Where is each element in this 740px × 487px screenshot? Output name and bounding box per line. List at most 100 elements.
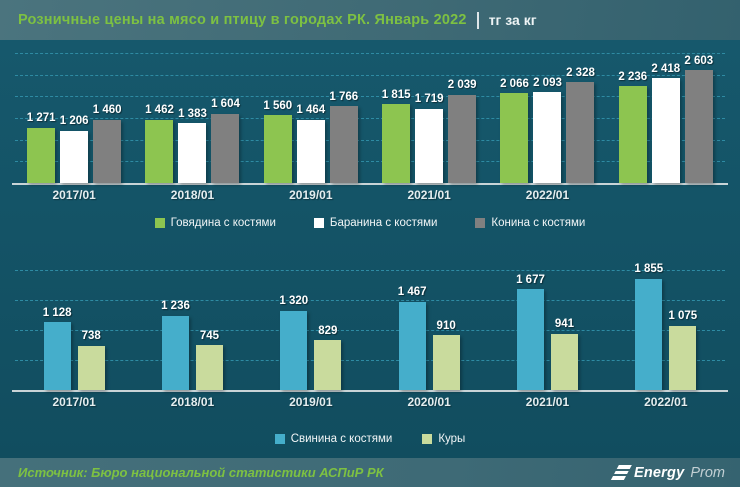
bar-column: 1 383 [178,107,207,183]
bar-column: 2 328 [566,67,595,183]
bar-column: 2 603 [684,54,714,183]
bar-group: 1 320 829 [252,270,370,390]
bar-Куры [550,333,578,390]
gridline [15,96,725,98]
bar-value-label: 1 467 [397,286,427,299]
bar-value-label: 1 383 [178,107,207,120]
legend-item: Свинина с костями [274,433,393,445]
bar-Куры [314,340,342,390]
x-axis-label: 2019/01 [289,188,333,202]
bar-Конина с костями [93,119,122,183]
bar-group: 1 271 1 206 1 460 [15,53,133,183]
x-axis-label [607,188,725,202]
legend-label: Говядина с костями [170,217,276,229]
bar-value-label: 2 603 [684,54,714,67]
bar-group: 2 066 2 093 2 328 [488,53,606,183]
bar-column: 941 [550,318,578,390]
x-axis-label: 2022/01 [644,395,688,409]
x-axis-label: 2018/01 [170,188,215,202]
bar-value-label: 1 604 [211,98,240,110]
bar-value-label: 745 [199,329,220,342]
bar-column: 1 236 [161,300,190,390]
bar-Куры [669,325,697,390]
legend-label: Свинина с костями [290,433,393,445]
bar-Баранина с костями [178,123,207,183]
bar-value-label: 1 855 [634,263,664,276]
bar-Конина с костями [211,113,240,183]
legend-label: Баранина с костями [329,217,438,229]
bar-column: 1 075 [668,310,698,390]
bar-column: 1 462 [145,104,174,183]
x-axis-line-top [12,183,728,185]
energyprom-logo: Energy Prom [611,464,725,481]
legend-swatch-icon [154,218,165,228]
logo-text-light: Prom [690,464,725,481]
bar-column: 1 766 [329,91,358,183]
bar-Конина с костями [684,70,713,183]
bar-column: 745 [195,329,223,390]
bar-value-label: 2 418 [651,62,681,75]
bar-value-label: 1 464 [296,104,326,117]
bar-Говядина с костями [500,93,529,183]
bar-column: 1 460 [92,104,122,183]
bar-Баранина с костями [296,119,325,183]
x-axis-label: 2021/01 [525,395,570,409]
gridline [15,270,725,271]
bar-value-label: 1 075 [668,310,698,322]
bar-group: 1 560 1 464 1 766 [252,53,370,183]
bar-column: 1 855 [634,263,664,390]
bar-Баранина с костями [415,108,444,183]
legend-item: Конина с костями [475,217,585,229]
bar-value-label: 2 039 [447,79,477,92]
legend-top: Говядина с костями Баранина с костями Кони… [0,212,740,234]
bar-column: 2 093 [533,77,562,183]
bar-Куры [432,335,460,390]
source-note: Источник: Бюро национальной статистики А… [18,465,384,480]
bar-column: 1 271 [27,113,56,183]
bar-Говядина с костями [263,115,292,183]
bar-Говядина с костями [27,127,56,183]
bar-group: 1 236 745 [133,270,251,390]
bar-group: 1 815 1 719 2 039 [370,53,488,183]
logo-text-bold: Energy [633,464,685,481]
bar-Свинина с костями [635,278,663,390]
x-axis-label: 2018/01 [170,395,215,409]
bar-column: 1 719 [415,94,444,183]
x-axis-label: 2022/01 [525,188,570,202]
bar-value-label: 2 066 [500,77,529,90]
bar-value-label: 941 [554,318,575,331]
bar-value-label: 1 462 [145,104,174,117]
gridline [15,360,725,361]
bar-value-label: 1 236 [161,300,190,313]
bar-group: 2 236 2 418 2 603 [607,53,725,183]
bar-Свинина с костями [280,310,308,390]
bar-group: 1 855 1 075 [607,264,725,390]
plot-area-bottom: 1 128 738 1 236 745 1 320 829 1 467 910 1 677 941… [15,264,725,390]
bar-Конина с костями [448,94,477,183]
legend-item: Говядина с костями [154,217,276,229]
bar-column: 1 677 [516,274,545,390]
bar-value-label: 738 [81,330,101,343]
bar-column: 1 604 [211,98,240,183]
bar-column: 1 560 [263,99,293,183]
x-axis-label: 2017/01 [52,188,96,202]
bar-Куры [77,345,105,390]
bar-Свинина с костями [161,315,189,390]
bar-Конина с костями [329,106,358,183]
legend-label: Конина с костями [491,217,586,229]
gridline [15,118,725,119]
bar-Свинина с костями [43,322,71,390]
bar-value-label: 1 815 [381,88,411,101]
gridline [15,300,725,301]
bar-value-label: 829 [318,324,338,337]
title-units: тг за кг [488,12,537,28]
bar-column: 2 066 [500,77,529,183]
gridline [15,74,725,76]
bar-value-label: 1 460 [92,104,122,117]
bar-group: 1 128 738 [15,270,133,390]
bar-value-label: 1 560 [263,99,293,112]
bar-Конина с костями [566,82,595,183]
plot-area-top: 1 271 1 206 1 460 1 462 1 383 1 604 1 560 1 464… [15,53,725,183]
x-axis-label: 2021/01 [407,188,451,202]
bar-column: 1 320 [279,296,308,390]
